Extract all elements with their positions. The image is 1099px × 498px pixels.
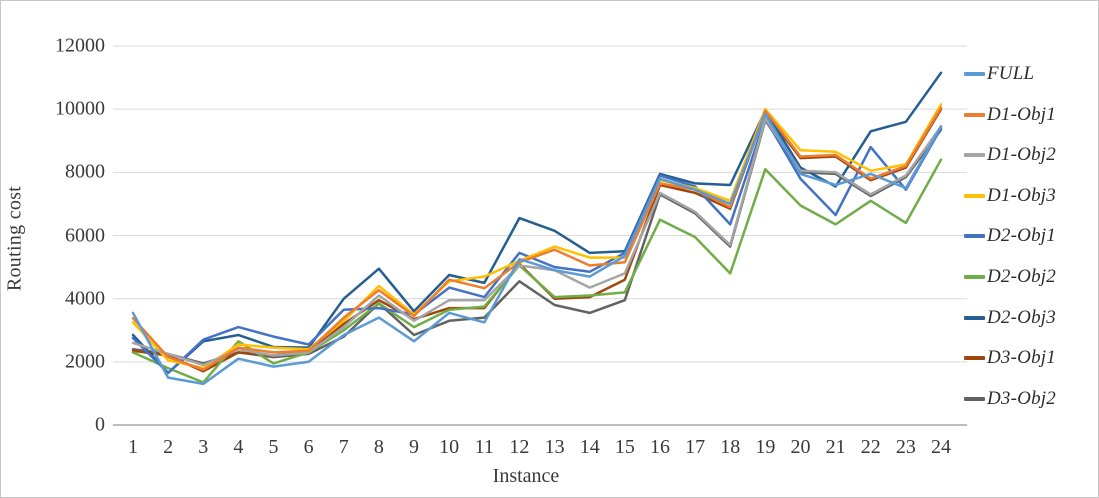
- legend-label-FULL: FULL: [987, 63, 1035, 84]
- legend-label-D3-Obj1: D3-Obj1: [987, 347, 1056, 369]
- y-tick-label-0: 0: [95, 413, 105, 436]
- legend-item-D1-Obj2: D1-Obj2: [964, 144, 1056, 166]
- x-tick-label-12: 12: [509, 436, 530, 458]
- x-tick-label-2: 2: [163, 436, 174, 458]
- x-tick-label-18: 18: [720, 436, 741, 458]
- series-line-D3-Obj2: [131, 118, 943, 365]
- x-tick-label-14: 14: [579, 436, 600, 458]
- x-tick-label-19: 19: [755, 436, 776, 458]
- x-tick-label-23: 23: [895, 436, 916, 458]
- legend-marker-D3-Obj1: [964, 356, 985, 361]
- legend-marker-D2-Obj2: [964, 275, 985, 279]
- x-tick-label-16: 16: [649, 436, 670, 458]
- y-tick-label-2000: 2000: [65, 350, 105, 373]
- x-tick-label-17: 17: [685, 436, 706, 458]
- x-axis-title: Instance: [492, 465, 560, 487]
- legend-item-D2-Obj2: D2-Obj2: [964, 266, 1056, 288]
- series-line-FULL: [131, 112, 943, 386]
- legend-marker-D3-Obj2: [964, 396, 985, 401]
- legend-item-D2-Obj3: D2-Obj3: [964, 307, 1056, 329]
- x-tick-label-10: 10: [439, 436, 460, 458]
- series-line-D1-Obj1: [131, 106, 943, 371]
- legend-label-D2-Obj1: D2-Obj1: [987, 225, 1056, 247]
- y-tick-label-10000: 10000: [55, 97, 105, 120]
- legend-marker-D1-Obj2: [964, 153, 985, 158]
- legend-marker-D2-Obj1: [964, 234, 985, 239]
- x-tick-label-22: 22: [860, 436, 881, 458]
- x-tick-label-8: 8: [373, 436, 384, 458]
- x-tick-label-24: 24: [931, 436, 951, 458]
- legend-item-D1-Obj3: D1-Obj3: [964, 185, 1056, 207]
- series-line-D1-Obj3: [131, 103, 943, 370]
- legend-item-D2-Obj1: D2-Obj1: [964, 225, 1056, 247]
- legend-marker-D1-Obj1: [964, 112, 985, 117]
- series-line-D1-Obj2: [131, 117, 943, 367]
- x-tick-label-20: 20: [790, 436, 811, 458]
- legend-label-D1-Obj3: D1-Obj3: [987, 184, 1056, 206]
- x-tick-label-15: 15: [614, 436, 635, 458]
- legend-marker-FULL: [964, 72, 985, 76]
- y-tick-label-12000: 12000: [55, 34, 105, 57]
- legend-label-D1-Obj2: D1-Obj2: [987, 144, 1056, 166]
- legend-label-D2-Obj3: D2-Obj3: [987, 306, 1056, 328]
- x-tick-label-11: 11: [474, 436, 494, 458]
- x-tick-label-9: 9: [409, 436, 420, 458]
- x-tick-label-7: 7: [338, 436, 349, 458]
- legend-marker-D2-Obj3: [964, 315, 985, 320]
- y-axis-title: Routing cost: [3, 185, 26, 292]
- legend-item-FULL: FULL: [964, 63, 1034, 85]
- y-tick-label-6000: 6000: [65, 224, 105, 246]
- legend-item-D3-Obj2: D3-Obj2: [964, 388, 1056, 410]
- legend-item-D1-Obj1: D1-Obj1: [964, 104, 1056, 126]
- x-tick-label-4: 4: [233, 436, 244, 458]
- legend-label-D3-Obj2: D3-Obj2: [987, 387, 1056, 409]
- series-line-D2-Obj3: [131, 71, 943, 375]
- x-tick-label-1: 1: [128, 436, 138, 458]
- series-line-D2-Obj2: [131, 158, 943, 384]
- y-tick-label-4000: 4000: [65, 287, 105, 310]
- series-line-D2-Obj1: [131, 117, 943, 375]
- legend-marker-D1-Obj3: [964, 193, 985, 198]
- legend-label-D1-Obj1: D1-Obj1: [987, 103, 1056, 125]
- y-tick-label-8000: 8000: [65, 160, 105, 183]
- legend-item-D3-Obj1: D3-Obj1: [964, 347, 1056, 369]
- legend-label-D2-Obj2: D2-Obj2: [987, 266, 1056, 287]
- x-tick-label-21: 21: [825, 436, 846, 458]
- x-tick-label-3: 3: [198, 436, 209, 458]
- x-tick-label-5: 5: [268, 436, 279, 458]
- x-tick-label-6: 6: [303, 436, 314, 458]
- x-tick-label-13: 13: [544, 436, 565, 458]
